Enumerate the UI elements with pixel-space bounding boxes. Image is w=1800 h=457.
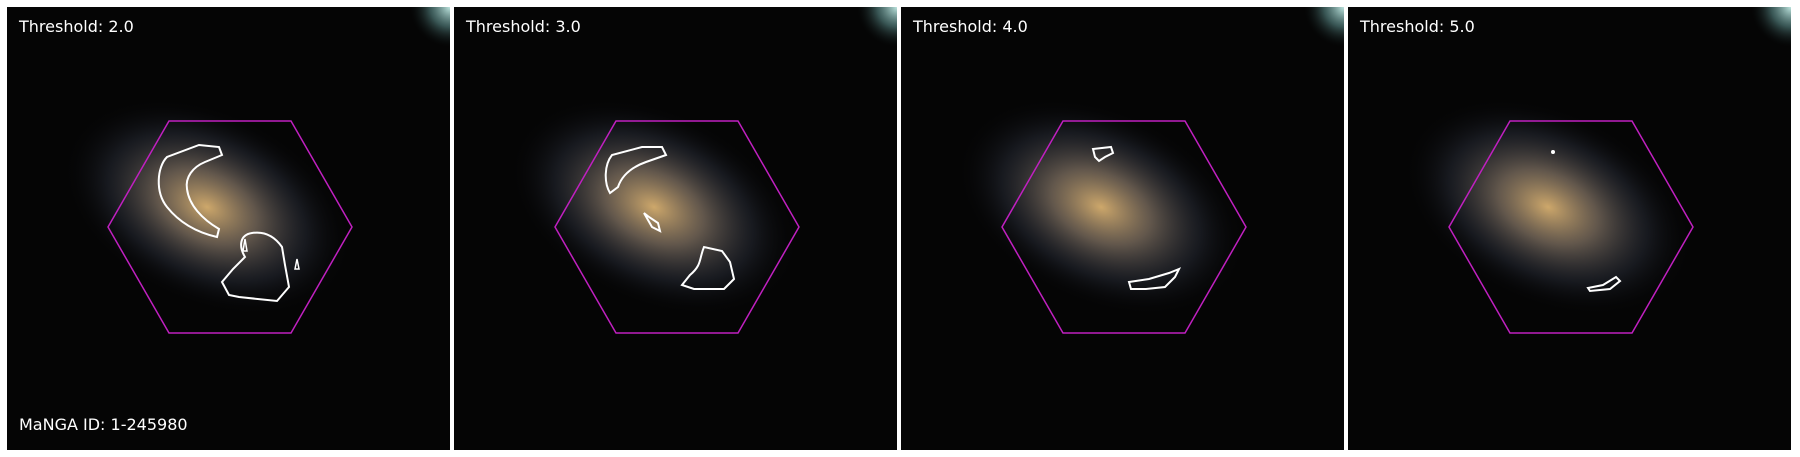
- contour-region: [220, 231, 291, 303]
- contour-region: [680, 245, 736, 290]
- ifu-hexagon: [1001, 120, 1247, 334]
- contour-region: [1127, 267, 1182, 290]
- contour-region: [643, 212, 662, 233]
- manga-id-label: MaNGA ID: 1-245980: [19, 415, 188, 434]
- foreground-star: [410, 7, 450, 47]
- contour-region: [1586, 275, 1622, 293]
- galaxy-glow: [959, 100, 1243, 314]
- threshold-label: Threshold: 2.0: [19, 17, 134, 36]
- contour-region: [1551, 150, 1555, 154]
- contour-region: [1091, 145, 1115, 163]
- foreground-star: [1304, 7, 1344, 47]
- contour-region: [242, 238, 248, 252]
- threshold-label: Threshold: 5.0: [1360, 17, 1475, 36]
- panel-threshold-5: Threshold: 5.0: [1348, 7, 1791, 450]
- contour-region: [604, 146, 668, 195]
- panel-threshold-4: Threshold: 4.0: [901, 7, 1344, 450]
- galaxy-image: [454, 7, 897, 450]
- ifu-hexagon: [554, 120, 800, 334]
- galaxy-image: [1348, 7, 1791, 450]
- panel-threshold-3: Threshold: 3.0: [454, 7, 897, 450]
- galaxy-glow: [1406, 100, 1690, 314]
- galaxy-glow: [512, 100, 796, 314]
- contour-region: [294, 258, 300, 270]
- threshold-label: Threshold: 4.0: [913, 17, 1028, 36]
- galaxy-glow: [65, 100, 349, 314]
- threshold-label: Threshold: 3.0: [466, 17, 581, 36]
- contour-region: [157, 143, 224, 239]
- foreground-star: [1751, 7, 1791, 47]
- foreground-star: [857, 7, 897, 47]
- galaxy-image: [7, 7, 450, 450]
- ifu-hexagon: [1448, 120, 1694, 334]
- panel-threshold-2: Threshold: 2.0 MaNGA ID: 1-245980: [7, 7, 450, 450]
- galaxy-image: [901, 7, 1344, 450]
- ifu-hexagon: [107, 120, 353, 334]
